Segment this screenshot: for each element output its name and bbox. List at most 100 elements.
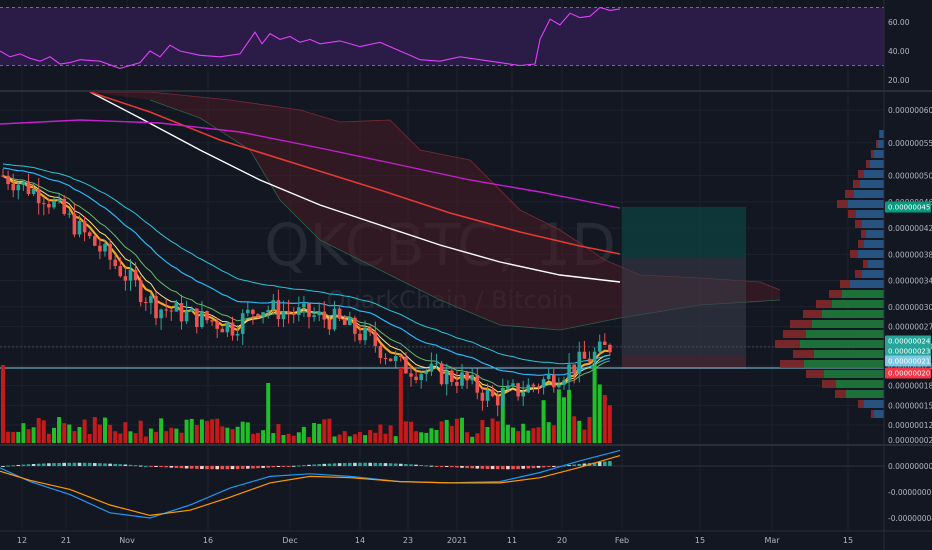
profile-bar-down [876, 140, 878, 148]
macd-histogram-bar [133, 465, 138, 467]
candle-body [506, 385, 510, 390]
time-tick-label: 12 [17, 536, 27, 545]
price-badge-label: 0.00000023 [888, 348, 930, 356]
candle-body [103, 243, 107, 252]
price-axis[interactable]: 60.00 40.00 20.00 0.00000060 0.00000055 0.000… [885, 18, 932, 523]
volume-bar [133, 433, 138, 443]
volume-bar [546, 422, 551, 443]
macd-histogram-bar [455, 466, 459, 468]
macd-histogram-bar [536, 466, 541, 468]
volume-bar [587, 417, 592, 443]
macd-histogram-bar [552, 466, 556, 467]
macd-histogram-bar [87, 462, 92, 466]
time-tick-label: Feb [615, 536, 629, 545]
price-tick-label: 0.00000038 [888, 250, 932, 259]
candle-body [36, 189, 41, 204]
macd-histogram-bar [230, 466, 235, 470]
profile-bar-down [806, 370, 824, 378]
profile-bar-down [840, 280, 850, 288]
profile-bar [850, 280, 884, 288]
macd-histogram-bar [205, 466, 209, 470]
price-tick-label: 0.00000015 [888, 401, 932, 410]
macd-tick-label: -0.00000004 [888, 514, 932, 523]
candle-body [419, 373, 423, 381]
volume-bar [572, 416, 577, 443]
macd-histogram-bar [501, 466, 505, 470]
profile-bar-down [793, 350, 814, 358]
macd-histogram-bar [62, 462, 66, 466]
profile-bar [864, 170, 884, 178]
profile-bar-down [848, 210, 856, 218]
profile-bar-down [866, 160, 870, 168]
time-axis[interactable]: 12 21 Nov 16 Dec 14 23 2021 11 20 Feb 15 Mar 15 [17, 536, 853, 545]
volume-bar [398, 368, 403, 443]
volume-bar [352, 434, 357, 443]
profile-bar-down [855, 220, 862, 228]
macd-histogram-bar [363, 462, 367, 466]
volume-bar [87, 434, 92, 443]
volume-bar [449, 426, 454, 443]
candle-body [342, 318, 347, 325]
candle-body [531, 384, 536, 387]
volume-bar [184, 419, 189, 443]
volume-bar [82, 419, 87, 443]
cloud-fill [90, 92, 780, 330]
macd-histogram-bar [103, 463, 107, 466]
volume-bar [541, 400, 546, 443]
volume-bar [148, 428, 153, 443]
macd-histogram-bar [327, 463, 332, 466]
profile-bar [800, 340, 884, 348]
macd-histogram-bar [266, 466, 270, 468]
candle-body [597, 341, 602, 352]
volume-bar [103, 417, 107, 443]
macd-histogram-bar [577, 464, 582, 466]
macd-histogram-bar [47, 463, 51, 466]
macd-histogram-bar [388, 463, 393, 466]
rsi-series [0, 6, 621, 69]
profile-bar [822, 310, 884, 318]
candle-body [317, 311, 321, 316]
profile-bar [862, 270, 884, 278]
volume-bar [322, 419, 327, 443]
volume-bar [194, 424, 199, 443]
macd-histogram-bar [383, 463, 388, 466]
price-tick-label: 0.00000012 [888, 421, 932, 430]
candle-body [312, 315, 316, 317]
profile-bar-down [775, 340, 800, 348]
volume-bar [240, 421, 245, 443]
macd-histogram-bar [220, 466, 225, 470]
volume-bar [332, 436, 337, 443]
volume-bar [97, 424, 102, 443]
macd-histogram-bar [307, 464, 311, 466]
price-tick-label: 0.00000034 [888, 277, 932, 286]
profile-bar [804, 360, 884, 368]
profile-bar-down [835, 390, 846, 398]
time-tick-label: 20 [557, 536, 567, 545]
profile-bar-down [845, 190, 854, 198]
profile-bar-down [829, 290, 842, 298]
position-tool[interactable] [0, 207, 884, 369]
volume-bars [1, 363, 612, 443]
price-badge [885, 355, 931, 367]
macd-histogram-bar [261, 466, 265, 468]
volume-bar [179, 432, 184, 443]
volume-bar [516, 431, 521, 443]
volume-bar [62, 423, 67, 443]
candle-body [57, 198, 61, 202]
volume-bar [46, 433, 51, 443]
macd-histogram-bar [200, 466, 204, 470]
candle-body [327, 319, 332, 330]
profile-bar [824, 370, 884, 378]
macd-histogram-bar [608, 461, 612, 466]
macd-histogram-bar [93, 463, 97, 466]
macd-histogram-bar [189, 466, 194, 469]
candle-body [11, 183, 15, 191]
macd-histogram-bar [480, 466, 485, 469]
position-stop-zone [622, 355, 746, 369]
macd-histogram-bar [108, 463, 112, 466]
volume-bar [16, 431, 21, 443]
volume-bar [505, 424, 510, 443]
macd-histogram-bar [52, 463, 56, 466]
